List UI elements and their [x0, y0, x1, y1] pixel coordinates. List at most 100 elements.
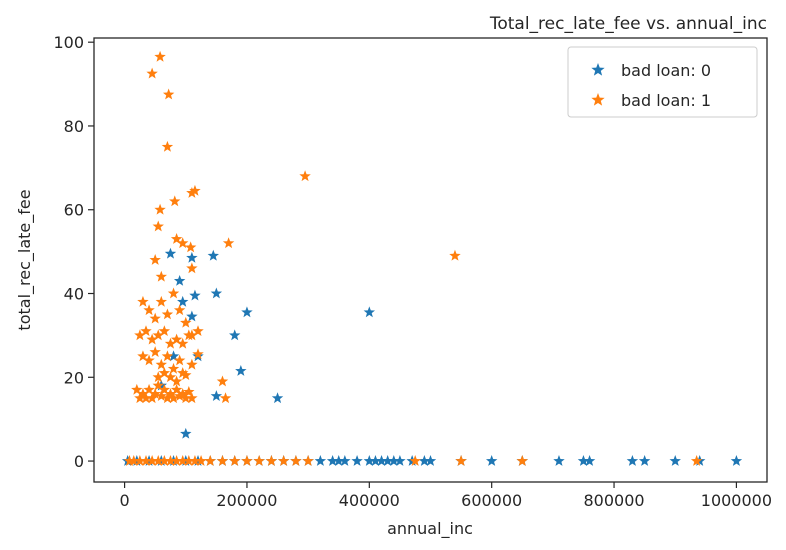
- data-point: [449, 249, 461, 261]
- data-point: [167, 362, 180, 374]
- legend-marker-bad-loan-1: [591, 93, 605, 106]
- data-point: [424, 455, 437, 466]
- y-axis-label: total_rec_late_fee: [15, 189, 35, 330]
- data-point: [146, 333, 158, 345]
- data-point: [192, 325, 204, 337]
- data-point: [409, 455, 421, 466]
- data-point: [265, 455, 278, 466]
- data-point: [164, 337, 177, 349]
- x-axis-label: annual_inc: [387, 519, 473, 539]
- y-axis: 0 20 40 60 80 100: [53, 33, 94, 471]
- data-point: [326, 455, 339, 466]
- data-point: [180, 427, 192, 439]
- data-point: [241, 455, 253, 466]
- data-point: [170, 455, 183, 466]
- data-point: [123, 455, 136, 466]
- data-point: [173, 274, 186, 286]
- data-point: [195, 455, 207, 466]
- data-point: [146, 455, 158, 466]
- data-point: [167, 392, 180, 404]
- data-point: [183, 329, 195, 341]
- data-point: [189, 184, 201, 196]
- data-point: [140, 325, 152, 337]
- data-point: [155, 295, 168, 307]
- data-point: [177, 295, 189, 307]
- data-point: [363, 455, 376, 466]
- x-tick-label: 800000: [584, 491, 645, 510]
- data-point: [219, 392, 232, 404]
- data-point: [177, 337, 189, 349]
- data-point: [173, 354, 186, 366]
- data-point: [155, 390, 168, 401]
- data-point: [290, 455, 302, 466]
- data-point: [170, 333, 183, 345]
- data-point: [229, 329, 241, 341]
- data-point: [180, 369, 192, 381]
- series-bad-loan-0: [121, 247, 743, 466]
- data-point: [140, 392, 152, 404]
- data-point: [577, 455, 590, 466]
- legend-label-bad-loan-1: bad loan: 1: [621, 91, 711, 110]
- data-point: [302, 455, 314, 466]
- data-point: [186, 392, 198, 404]
- legend-label-bad-loan-0: bad loan: 0: [621, 61, 711, 80]
- y-tick-label: 20: [64, 368, 84, 387]
- data-point: [690, 455, 703, 466]
- data-point: [229, 455, 241, 466]
- data-point: [333, 455, 345, 466]
- data-point: [161, 140, 174, 152]
- data-point: [137, 295, 149, 307]
- data-point: [186, 251, 198, 263]
- data-point: [137, 350, 149, 362]
- data-point: [134, 329, 146, 341]
- data-point: [152, 455, 164, 466]
- data-point: [177, 455, 189, 466]
- data-point: [363, 306, 376, 318]
- data-point: [235, 365, 247, 376]
- data-point: [167, 350, 180, 362]
- data-point: [186, 262, 198, 274]
- data-point: [173, 304, 186, 316]
- data-point: [192, 348, 204, 360]
- data-point: [186, 310, 198, 322]
- y-tick-label: 60: [64, 201, 84, 220]
- x-tick-label: 0: [119, 491, 129, 510]
- data-point: [299, 170, 311, 182]
- data-point: [164, 371, 177, 383]
- data-point: [158, 325, 171, 337]
- data-point: [173, 390, 186, 401]
- x-tick-label: 400000: [339, 491, 400, 510]
- data-point: [164, 388, 177, 399]
- data-point: [149, 312, 161, 324]
- data-point: [271, 392, 284, 404]
- data-point: [638, 455, 651, 466]
- data-point: [583, 455, 596, 466]
- data-point: [158, 367, 171, 378]
- data-point: [177, 388, 189, 399]
- data-point: [253, 455, 265, 466]
- legend-frame: [567, 46, 758, 118]
- data-point: [154, 203, 166, 215]
- data-point: [210, 390, 223, 401]
- data-point: [140, 455, 152, 466]
- data-point: [128, 455, 140, 466]
- legend: bad loan: 0 bad loan: 1: [567, 46, 758, 118]
- data-point: [184, 241, 197, 253]
- data-point: [169, 195, 181, 207]
- plot-frame: [93, 37, 768, 483]
- data-point: [186, 358, 198, 370]
- data-point: [455, 455, 467, 466]
- data-point: [134, 455, 146, 466]
- data-point: [143, 304, 155, 316]
- data-point: [485, 455, 498, 466]
- data-point: [730, 455, 743, 466]
- y-tick-label: 0: [74, 452, 84, 471]
- data-point: [207, 249, 220, 261]
- y-tick-label: 40: [64, 285, 84, 304]
- data-point: [162, 88, 175, 100]
- data-point: [375, 455, 388, 466]
- data-point: [155, 270, 168, 282]
- data-point: [155, 358, 168, 370]
